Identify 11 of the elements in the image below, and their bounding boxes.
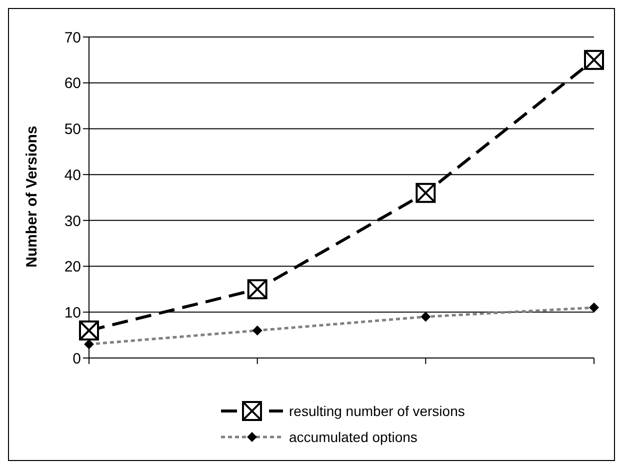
y-axis-title: Number of Versions xyxy=(23,126,40,268)
legend-label: accumulated options xyxy=(289,429,418,445)
y-tick-label: 10 xyxy=(64,304,81,322)
y-tick-label: 50 xyxy=(64,121,81,138)
y-tick-label: 40 xyxy=(64,166,81,184)
y-tick-label: 70 xyxy=(64,29,81,46)
legend-label: resulting number of versions xyxy=(289,403,465,419)
y-tick-label: 60 xyxy=(64,75,81,92)
y-tick-label: 0 xyxy=(72,350,81,368)
y-tick-label: 30 xyxy=(64,212,81,230)
y-tick-label: 20 xyxy=(64,258,81,276)
